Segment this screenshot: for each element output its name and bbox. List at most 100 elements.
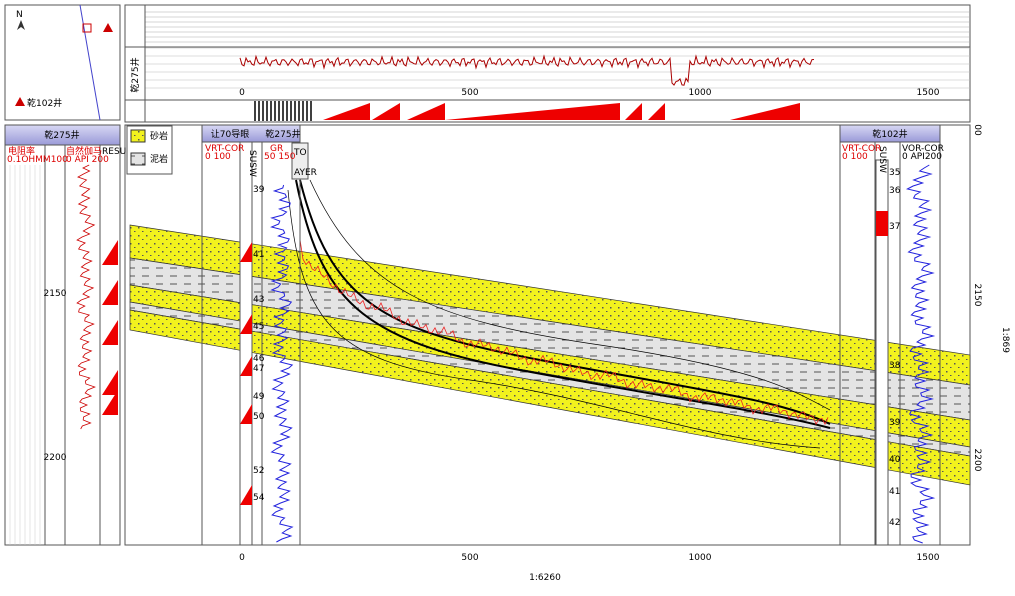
- layer-label: 42: [889, 518, 900, 528]
- well-icon: [103, 23, 113, 32]
- layer-label: 36: [889, 186, 901, 196]
- x-axis-label: 1500: [917, 553, 940, 563]
- top-strip-block: [323, 103, 370, 120]
- lith-red: [240, 485, 252, 505]
- gr-curve: [299, 239, 829, 426]
- layer-label: 39: [889, 418, 901, 428]
- h-scale: 1:6260: [529, 573, 561, 583]
- legend-swatch: [130, 129, 146, 143]
- map-frame: [4, 4, 121, 121]
- range: 50 150: [264, 152, 296, 162]
- range: 0 100: [205, 152, 231, 162]
- range: 0.1OHMM100: [7, 155, 68, 165]
- lith-red: [102, 320, 118, 345]
- well-overlay: 乾275井: [265, 128, 300, 140]
- header-label: 自然伽马: [66, 145, 102, 157]
- header-label: VRT-COR: [842, 144, 881, 154]
- layer-label: 50: [253, 412, 265, 422]
- layer-label: 41: [889, 487, 900, 497]
- legend-box: [126, 125, 173, 175]
- top-strip-block: [625, 103, 642, 120]
- gr-log: [270, 184, 294, 543]
- x-axis-label: 0: [239, 553, 245, 563]
- layer-label: 39: [253, 185, 265, 195]
- lith-col: [875, 159, 889, 546]
- gr-log: [76, 164, 96, 430]
- lith-red: [240, 242, 252, 262]
- layer-label: 37: [889, 222, 900, 232]
- well-title: 乾102井: [872, 128, 907, 140]
- header-label: VRT-COR: [205, 144, 244, 154]
- map-box: [82, 23, 92, 33]
- lith-red: [876, 211, 888, 236]
- header-label: VOR-COR: [902, 144, 944, 154]
- range: 0 100: [842, 152, 868, 162]
- legend-label: 砂岩: [150, 130, 168, 142]
- layer-label: 47: [253, 364, 264, 374]
- layer-label: 46: [253, 354, 265, 364]
- header-label: 电阻率: [8, 145, 35, 157]
- header-label: GR: [270, 144, 283, 154]
- lith-col: [239, 124, 253, 546]
- layer-label: 35: [889, 168, 900, 178]
- trajectory: [295, 179, 831, 429]
- lith-red: [102, 390, 118, 415]
- layer-label: 43: [253, 295, 264, 305]
- top-strip-block: [407, 103, 445, 120]
- layer-label: 41: [253, 250, 264, 260]
- range: 0 API 200: [66, 155, 109, 165]
- legend-label: 泥岩: [150, 153, 168, 165]
- well-icon: [15, 97, 25, 106]
- well-title: 乾275井: [44, 129, 79, 141]
- lith-red: [240, 314, 252, 334]
- layer-label: 52: [253, 466, 264, 476]
- depth-label: 2150: [44, 289, 67, 299]
- top-well-label: 乾275井: [129, 57, 141, 92]
- depth-label: 2150: [972, 284, 982, 307]
- range: 0 API200: [902, 152, 942, 162]
- top-strip-block: [648, 103, 665, 120]
- trajectory: [287, 189, 821, 449]
- north-label: N: [16, 10, 23, 20]
- depth-label: 00: [972, 124, 982, 136]
- top-strip-block: [730, 103, 800, 120]
- top-axis-label: 500: [461, 88, 478, 98]
- top-frame: [124, 4, 971, 123]
- layer-label: 40: [889, 455, 901, 465]
- depth-label: 2200: [972, 449, 982, 472]
- header-label: RESU: [102, 147, 126, 157]
- top-axis-label: 0: [239, 88, 245, 98]
- header-label: SUSW: [877, 146, 887, 173]
- map-well-label: 乾102井: [27, 97, 62, 109]
- header: [201, 124, 301, 143]
- header-label: AYER: [294, 168, 317, 178]
- depth-label: 2200: [44, 453, 67, 463]
- vor-log: [905, 164, 936, 544]
- box: [291, 142, 309, 180]
- lith-red: [102, 370, 118, 395]
- v-scale: 1:869: [1000, 327, 1010, 353]
- trajectory: [299, 179, 831, 425]
- top-strip-block: [372, 103, 400, 120]
- header: [4, 124, 121, 146]
- layer-label: 49: [253, 392, 265, 402]
- header: [839, 124, 941, 143]
- x-axis-label: 500: [461, 553, 478, 563]
- legend-swatch: [130, 152, 146, 166]
- header-label: TO: [293, 148, 307, 158]
- lith-red: [240, 356, 252, 376]
- lith-red: [102, 240, 118, 265]
- lith-red: [240, 404, 252, 424]
- top-axis-label: 1000: [689, 88, 712, 98]
- layer-label: 45: [253, 322, 264, 332]
- top-curve: [239, 54, 815, 86]
- layer-label: 54: [253, 493, 265, 503]
- x-axis-label: 1000: [689, 553, 712, 563]
- layer-label: 38: [889, 361, 901, 371]
- top-axis-label: 1500: [917, 88, 940, 98]
- left-well-frame: [4, 124, 121, 546]
- lith-red: [102, 280, 118, 305]
- header-label: SUSW: [247, 150, 257, 177]
